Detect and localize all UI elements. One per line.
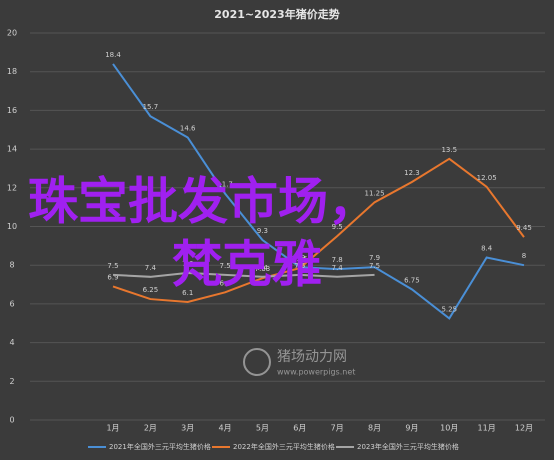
data-label: 8.4: [481, 244, 493, 252]
data-label: 7.9: [294, 254, 305, 262]
data-label: 6.25: [143, 286, 159, 294]
watermark-url: www.powerpigs.net: [277, 368, 355, 377]
y-tick-label: 10: [7, 222, 17, 231]
data-label: 9.45: [516, 224, 532, 232]
x-tick-label: 1月: [106, 424, 119, 433]
y-tick-label: 0: [9, 416, 14, 425]
data-label: 7.4: [145, 264, 157, 272]
x-tick-label: 5月: [256, 424, 269, 433]
data-label: 18.4: [105, 51, 121, 59]
y-tick-label: 14: [7, 145, 17, 154]
x-tick-label: 2月: [144, 424, 157, 433]
x-tick-label: 3月: [181, 424, 194, 433]
x-tick-label: 8月: [368, 424, 381, 433]
series-line: [112, 157, 525, 303]
data-label: 11.7: [217, 181, 233, 189]
legend-label: 2022年全国外三元平均生猪价格: [233, 442, 335, 451]
data-label: 9.3: [257, 227, 268, 235]
data-label: 7.85: [292, 255, 308, 263]
y-tick-label: 2: [9, 377, 14, 386]
overlay-text: 梵克雅: [172, 236, 322, 294]
data-label: 6.6: [220, 279, 232, 287]
y-tick-label: 4: [9, 338, 14, 347]
y-tick-label: 6: [9, 299, 14, 308]
data-label: 12.3: [404, 169, 420, 177]
y-tick-label: 18: [7, 67, 17, 76]
data-label: 7.4: [257, 264, 269, 272]
y-tick-label: 16: [7, 106, 17, 115]
watermark-logo: [243, 348, 271, 376]
x-tick-label: 12月: [515, 424, 533, 433]
data-label: 6.9: [107, 273, 118, 281]
x-tick-label: 4月: [219, 424, 232, 433]
data-label: 7.9: [369, 254, 380, 262]
data-label: 7.5: [294, 262, 305, 270]
data-label: 12.05: [477, 174, 497, 182]
x-tick-label: 11月: [478, 424, 496, 433]
data-label: 15.7: [143, 103, 159, 111]
legend-label: 2023年全国外三元平均生猪价格: [357, 442, 459, 451]
data-label: 11.25: [365, 189, 385, 197]
legend-label: 2021年全国外三元平均生猪价格: [109, 442, 211, 451]
data-label: 14.6: [180, 124, 196, 132]
data-label: 13.5: [441, 146, 457, 154]
y-tick-label: 20: [7, 29, 17, 38]
data-label: 7.8: [332, 256, 343, 264]
data-label: 7.4: [332, 264, 344, 272]
data-label: 7.5: [107, 262, 118, 270]
data-label: 9.5: [332, 223, 343, 231]
x-tick-label: 10月: [440, 424, 458, 433]
series-line: [112, 271, 375, 278]
chart-title: 2021~2023年猪价走势: [214, 7, 339, 21]
data-label: 6.1: [182, 289, 193, 297]
x-tick-label: 9月: [405, 424, 418, 433]
x-tick-label: 6月: [293, 424, 306, 433]
data-label: 6.75: [404, 276, 420, 284]
data-label: 5.25: [441, 305, 457, 313]
y-tick-label: 12: [7, 183, 17, 192]
data-label: 8: [522, 252, 526, 260]
data-label: 7.5: [369, 262, 380, 270]
y-tick-label: 8: [9, 261, 14, 270]
data-label: 7.33: [255, 265, 271, 273]
data-label: 7.6: [182, 260, 194, 268]
series-line: [112, 63, 525, 320]
x-tick-label: 7月: [331, 424, 344, 433]
overlay-text: 珠宝批发市场，: [28, 173, 378, 231]
watermark: 猪场动力网: [277, 349, 347, 365]
data-label: 7.5: [220, 262, 231, 270]
